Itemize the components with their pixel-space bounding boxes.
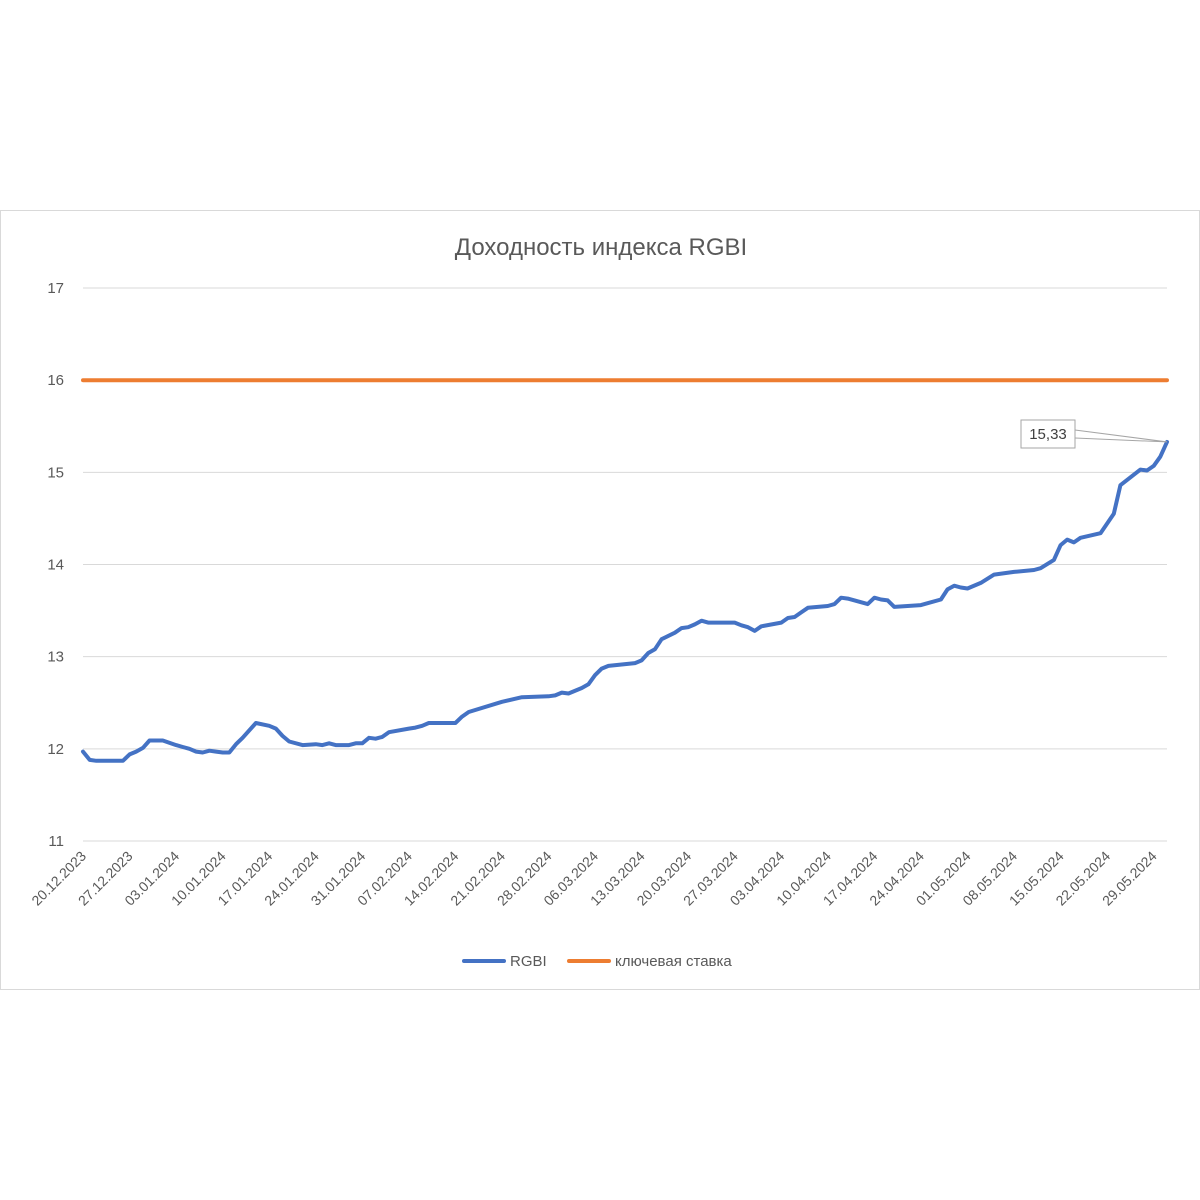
rgbi-series-line	[81, 439, 1169, 763]
chart-title: Доходность индекса RGBI	[455, 234, 747, 261]
y-tick-label: 13	[47, 649, 64, 666]
legend-label-key-rate: ключевая ставка	[615, 953, 732, 970]
data-label-box	[1020, 419, 1076, 449]
y-tick-label: 11	[48, 833, 64, 850]
chart-frame: Доходность индекса RGBI 11 12 13 14 15 16 17 2…	[0, 210, 1200, 990]
y-axis-labels: 11 12 13 14 15 16 17	[47, 280, 64, 850]
y-tick-label: 14	[47, 557, 64, 574]
gridlines	[83, 287, 1167, 842]
series-lines	[81, 378, 1169, 763]
data-label-group: 15,33	[1020, 419, 1168, 449]
legend-label-rgbi: RGBI	[510, 953, 547, 970]
legend: RGBI ключевая ставка	[462, 953, 732, 970]
data-label-callout	[1074, 429, 1168, 443]
y-tick-label: 15	[47, 464, 64, 481]
data-label: 15,33	[1029, 426, 1067, 443]
line-chart: Доходность индекса RGBI 11 12 13 14 15 16 17 2…	[28, 234, 1169, 970]
y-tick-label: 17	[47, 280, 64, 297]
y-tick-label: 12	[47, 741, 64, 758]
y-tick-label: 16	[47, 372, 64, 389]
x-axis-labels: 20.12.202327.12.202303.01.202410.01.2024…	[28, 848, 1160, 909]
